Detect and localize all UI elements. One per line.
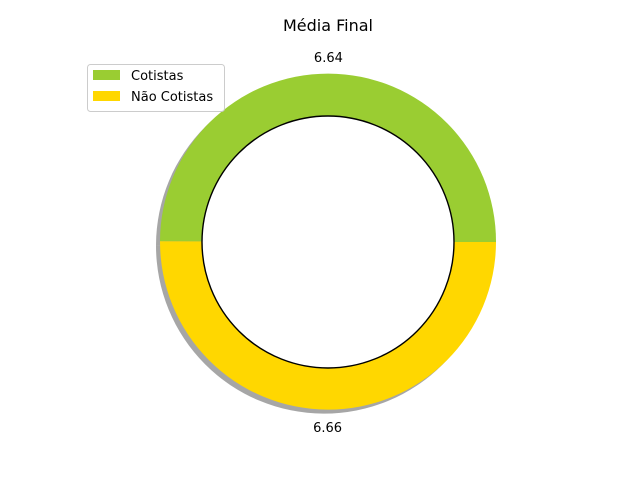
chart-legend: Cotistas Não Cotistas [87, 64, 225, 112]
legend-swatch-cotistas [93, 70, 120, 80]
slice-value-label-nao-cotistas: 6.66 [313, 421, 342, 436]
pie-labels-layer: 6.64 6.66 [313, 51, 343, 436]
slice-value-label-cotistas: 6.64 [314, 51, 343, 66]
legend-label-nao-cotistas: Não Cotistas [131, 90, 213, 105]
chart-title: Média Final [283, 16, 373, 35]
legend-frame [87, 64, 225, 112]
donut-center-hole [201, 115, 455, 369]
legend-label-cotistas: Cotistas [131, 69, 184, 84]
legend-swatch-nao-cotistas [93, 91, 120, 101]
